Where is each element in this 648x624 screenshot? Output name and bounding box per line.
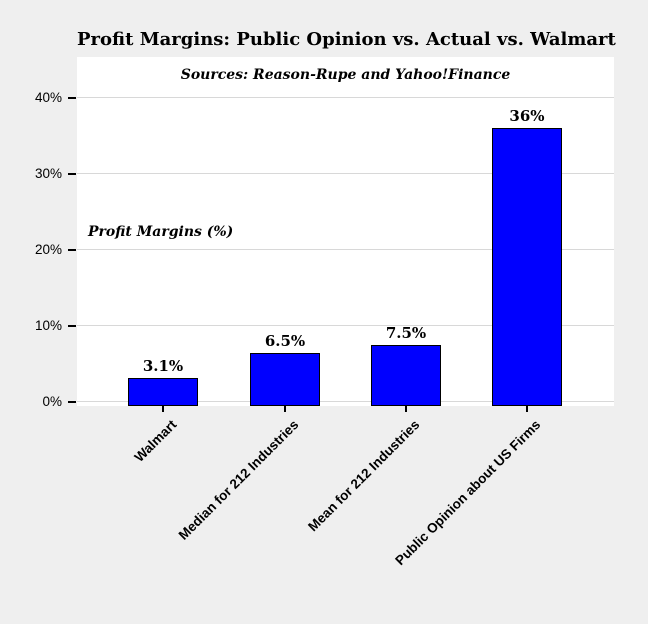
bar	[492, 128, 562, 406]
gridline	[77, 249, 614, 250]
bar-value-label: 6.5%	[264, 331, 306, 350]
x-tick-mark	[162, 406, 164, 412]
chart-title: Profit Margins: Public Opinion vs. Actua…	[77, 29, 616, 50]
y-tick-label: 0%	[42, 394, 62, 409]
gridline	[77, 97, 614, 98]
y-tick-label: 30%	[34, 166, 62, 181]
bar	[371, 345, 441, 406]
x-tick-mark	[526, 406, 528, 412]
x-tick-label: Median for 212 Industries	[175, 417, 302, 543]
x-tick-mark	[284, 406, 286, 412]
y-tick-mark	[68, 173, 76, 175]
y-tick-label: 40%	[34, 90, 62, 105]
x-tick-label: Walmart	[131, 417, 180, 465]
x-tick-label: Mean for 212 Industries	[305, 417, 423, 535]
y-tick-mark	[68, 325, 76, 327]
bar-value-label: 36%	[509, 107, 545, 126]
x-tick-mark	[405, 406, 407, 412]
bar-value-label: 3.1%	[142, 357, 184, 376]
chart-subtitle: Sources: Reason-Rupe and Yahoo!Finance	[180, 67, 511, 83]
y-tick-mark	[68, 401, 76, 403]
y-tick-mark	[68, 249, 76, 251]
x-tick-label: Public Opinion about US Firms	[392, 417, 544, 569]
bar	[250, 352, 320, 406]
gridline	[77, 325, 614, 326]
gridline	[77, 173, 614, 174]
y-tick-mark	[68, 97, 76, 99]
y-tick-label: 10%	[34, 318, 62, 333]
plot-area: Sources: Reason-Rupe and Yahoo!Finance P…	[77, 57, 614, 406]
bar-value-label: 7.5%	[385, 324, 427, 342]
gridline	[77, 401, 614, 402]
y-tick-label: 20%	[34, 242, 62, 257]
bar	[128, 378, 198, 406]
y-axis-annotation: Profit Margins (%)	[88, 224, 234, 240]
